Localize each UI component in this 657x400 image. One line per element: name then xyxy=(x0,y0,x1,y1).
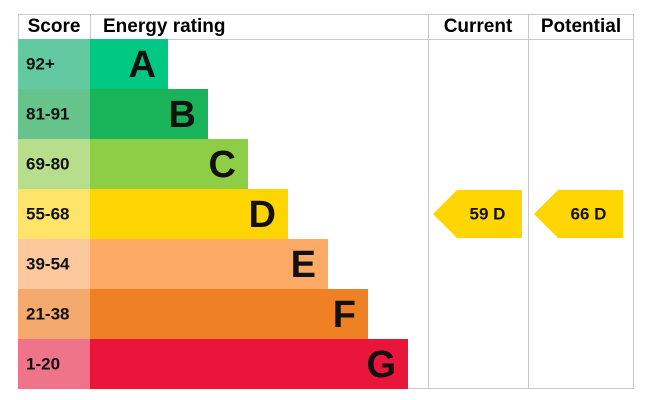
score-label: 81-91 xyxy=(26,104,69,123)
potential-arrow xyxy=(534,190,623,238)
score-cell xyxy=(18,189,90,239)
rating-bar xyxy=(90,189,288,239)
score-cell xyxy=(18,239,90,289)
rating-bar xyxy=(90,89,208,139)
header-potential: Potential xyxy=(541,16,621,37)
potential-label: 66 D xyxy=(571,204,607,223)
score-cell xyxy=(18,339,90,389)
score-label: 1-20 xyxy=(26,354,60,373)
band-letter: B xyxy=(169,94,196,136)
band-letter: A xyxy=(129,44,156,86)
score-label: 92+ xyxy=(26,54,55,73)
score-cell xyxy=(18,89,90,139)
score-cell xyxy=(18,139,90,189)
rating-bar xyxy=(90,239,328,289)
band-letter: G xyxy=(366,344,396,386)
score-label: 39-54 xyxy=(26,254,70,273)
score-label: 69-80 xyxy=(26,154,69,173)
header-current: Current xyxy=(444,16,513,37)
score-label: 55-68 xyxy=(26,204,69,223)
rating-bar xyxy=(90,139,248,189)
band-letter: E xyxy=(291,244,316,286)
score-cell xyxy=(18,289,90,339)
header-score: Score xyxy=(28,16,81,37)
band-letter: F xyxy=(333,294,356,336)
rating-bar xyxy=(90,39,168,89)
rating-bar xyxy=(90,289,368,339)
current-label: 59 D xyxy=(470,204,506,223)
current-arrow xyxy=(433,190,522,238)
score-label: 21-38 xyxy=(26,304,69,323)
band-letter: C xyxy=(209,144,236,186)
band-letter: D xyxy=(249,194,276,236)
header-rating: Energy rating xyxy=(103,16,225,37)
rating-bar xyxy=(90,339,408,389)
score-cell xyxy=(18,39,90,89)
